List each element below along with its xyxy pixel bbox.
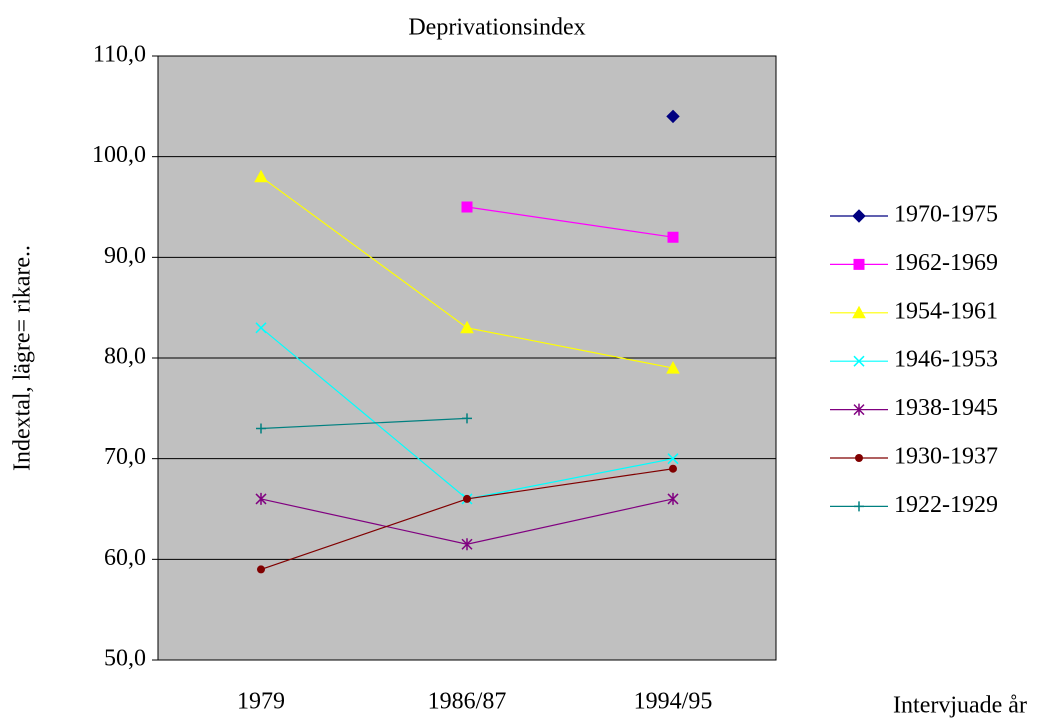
- marker: [255, 492, 267, 505]
- marker: [256, 423, 266, 434]
- marker: [460, 320, 474, 334]
- marker: [257, 565, 265, 574]
- legend-label: 1962-1969: [894, 250, 998, 276]
- y-tick-label: 90,0: [104, 243, 146, 269]
- legend-marker: [853, 355, 865, 367]
- legend-label: 1954-1961: [894, 298, 998, 324]
- y-tick-label: 110,0: [93, 42, 146, 68]
- marker: [463, 494, 471, 503]
- legend-label: 1922-1929: [894, 492, 998, 518]
- x-axis-label: Intervjuade år: [893, 693, 1027, 719]
- marker: [461, 201, 473, 213]
- marker: [667, 453, 679, 465]
- y-tick-label: 50,0: [104, 646, 146, 672]
- legend-marker: [852, 209, 866, 223]
- series-line: [260, 417, 468, 430]
- legend-label: 1970-1975: [894, 202, 998, 228]
- y-tick-label: 60,0: [104, 545, 146, 571]
- legend-label: 1930-1937: [894, 444, 998, 470]
- chart-title: Deprivationsindex: [408, 15, 585, 41]
- marker: [254, 169, 268, 183]
- marker: [462, 413, 472, 424]
- y-axis-label: Indextal, lägre= rikare..: [10, 245, 36, 471]
- legend-marker: [852, 305, 866, 319]
- marker: [666, 361, 680, 374]
- x-tick-label: 1994/95: [634, 689, 713, 715]
- legend-marker: [853, 403, 865, 416]
- y-tick-label: 100,0: [92, 142, 146, 168]
- marker: [667, 231, 679, 243]
- legend-label: 1938-1945: [894, 395, 998, 421]
- series-line: [466, 206, 674, 238]
- y-tick-label: 70,0: [104, 444, 146, 470]
- y-tick-label: 80,0: [104, 344, 146, 370]
- marker: [666, 109, 680, 124]
- marker: [461, 538, 473, 551]
- legend-marker: [854, 501, 864, 512]
- legend-label: 1946-1953: [894, 347, 998, 373]
- x-tick-label: 1986/87: [428, 689, 507, 715]
- marker: [255, 322, 267, 334]
- legend-marker: [853, 258, 865, 270]
- legend-marker: [855, 454, 863, 462]
- x-tick-label: 1979: [237, 689, 285, 715]
- marker: [667, 492, 679, 505]
- marker: [669, 464, 677, 473]
